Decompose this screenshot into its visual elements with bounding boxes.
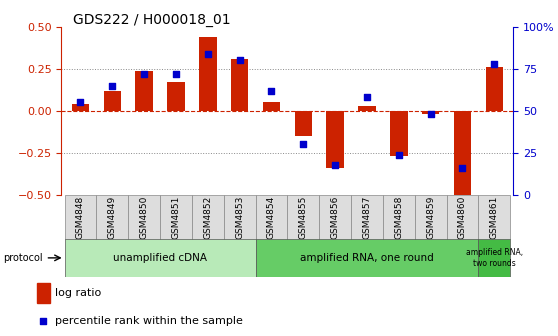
Bar <box>65 239 256 277</box>
Text: GSM4850: GSM4850 <box>140 196 148 239</box>
Point <box>363 95 372 100</box>
Text: protocol: protocol <box>3 253 42 263</box>
Point <box>458 165 467 171</box>
Text: GSM4854: GSM4854 <box>267 196 276 239</box>
Text: GSM4855: GSM4855 <box>299 196 308 239</box>
Text: GSM4858: GSM4858 <box>395 196 403 239</box>
Bar <box>160 195 192 240</box>
Point <box>140 71 148 77</box>
Text: GSM4860: GSM4860 <box>458 196 467 239</box>
Bar <box>326 111 344 168</box>
Point <box>426 112 435 117</box>
Text: GDS222 / H000018_01: GDS222 / H000018_01 <box>73 13 230 28</box>
Bar <box>97 195 128 240</box>
Bar <box>358 106 376 111</box>
Point <box>299 142 308 147</box>
Bar <box>415 195 446 240</box>
Bar <box>72 104 89 111</box>
Text: unamplified cDNA: unamplified cDNA <box>113 253 207 263</box>
Point <box>490 61 499 67</box>
Bar <box>422 111 439 114</box>
Bar <box>256 195 287 240</box>
Bar <box>136 71 153 111</box>
Point <box>76 100 85 105</box>
Bar <box>167 82 185 111</box>
Bar <box>128 195 160 240</box>
Bar <box>256 239 478 277</box>
Text: GSM4849: GSM4849 <box>108 196 117 239</box>
Point <box>108 83 117 88</box>
Text: percentile rank within the sample: percentile rank within the sample <box>55 316 242 326</box>
Bar <box>485 67 503 111</box>
Text: GSM4859: GSM4859 <box>426 196 435 239</box>
Text: amplified RNA,
two rounds: amplified RNA, two rounds <box>466 248 523 267</box>
Bar <box>231 59 248 111</box>
Bar <box>351 195 383 240</box>
Point <box>331 162 340 167</box>
Bar <box>104 91 121 111</box>
Text: GSM4848: GSM4848 <box>76 196 85 239</box>
Text: GSM4853: GSM4853 <box>235 196 244 239</box>
Bar <box>478 195 510 240</box>
Bar <box>390 111 407 156</box>
Bar <box>295 111 312 136</box>
Point <box>395 152 403 157</box>
Point <box>39 318 48 324</box>
Bar <box>454 111 471 195</box>
Text: GSM4851: GSM4851 <box>171 196 180 239</box>
Text: amplified RNA, one round: amplified RNA, one round <box>300 253 434 263</box>
Text: GSM4852: GSM4852 <box>203 196 212 239</box>
Bar <box>37 283 50 303</box>
Point <box>267 88 276 93</box>
Bar <box>192 195 224 240</box>
Text: GSM4861: GSM4861 <box>490 196 499 239</box>
Bar <box>65 195 97 240</box>
Bar <box>383 195 415 240</box>
Bar <box>263 102 280 111</box>
Text: GSM4857: GSM4857 <box>363 196 372 239</box>
Bar <box>287 195 319 240</box>
Bar <box>199 37 217 111</box>
Bar <box>478 239 510 277</box>
Bar <box>319 195 351 240</box>
Point <box>235 58 244 63</box>
Bar <box>446 195 478 240</box>
Text: log ratio: log ratio <box>55 288 101 298</box>
Point <box>171 71 180 77</box>
Bar <box>224 195 256 240</box>
Point <box>203 51 212 56</box>
Text: GSM4856: GSM4856 <box>330 196 340 239</box>
